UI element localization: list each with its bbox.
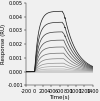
X-axis label: Time(s): Time(s)	[49, 95, 70, 100]
Y-axis label: Response (RU): Response (RU)	[1, 24, 6, 64]
